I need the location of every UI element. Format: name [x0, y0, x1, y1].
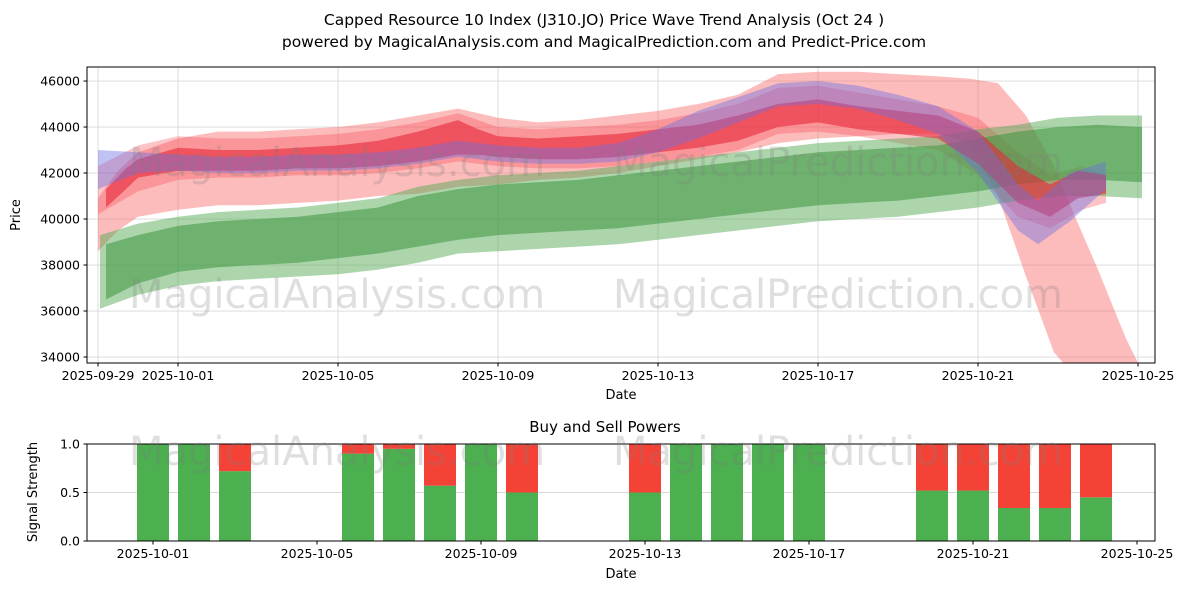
watermark-text: MagicalPrediction.com [613, 140, 1063, 186]
signal-xtick-label: 2025-10-25 [1101, 546, 1174, 561]
bar-buy-segment [1080, 497, 1112, 541]
bar-buy-segment [793, 444, 825, 541]
rendered-chart-layers: 34000 36000 38000 40000 42000 44000 46000 2025-… [40, 66, 1174, 562]
bar-buy-segment [711, 444, 743, 541]
price-xtick-label: 2025-10-25 [1102, 368, 1175, 383]
buy-sell-bars [137, 444, 1112, 541]
signal-xaxis-label: Date [605, 567, 636, 582]
watermark-text: MagicalPrediction.com [613, 272, 1063, 318]
bar-buy-segment [424, 485, 456, 541]
signal-ytick-label: 1.0 [60, 437, 80, 452]
bar-sell-segment [506, 444, 538, 493]
signal-xtick-label: 2025-10-17 [773, 546, 846, 561]
bar-sell-segment [957, 444, 989, 491]
bar-sell-segment [219, 444, 251, 472]
signal-xtick-label: 2025-10-01 [117, 546, 190, 561]
price-ytick-label: 44000 [40, 120, 80, 135]
price-xtick-label: 2025-10-21 [942, 368, 1015, 383]
bar-buy-segment [752, 444, 784, 541]
bar-buy-segment [957, 490, 989, 541]
bar-buy-segment [383, 448, 415, 541]
bar-sell-segment [424, 444, 456, 486]
bar-sell-segment [342, 444, 374, 454]
price-xtick-label: 2025-09-29 [62, 368, 135, 383]
bar-buy-segment [506, 492, 538, 541]
bar-buy-segment [629, 492, 661, 541]
price-xtick-label: 2025-10-01 [142, 368, 215, 383]
bar-buy-segment [998, 508, 1030, 541]
bar-buy-segment [670, 444, 702, 541]
price-chart-grid [87, 67, 1155, 363]
bar-buy-segment [219, 471, 251, 541]
price-axis-label: Price [9, 199, 24, 231]
bar-buy-segment [1039, 508, 1071, 541]
signal-chart-ticks: 0.0 0.5 1.0 2025-10-01 2025-10-05 2025-10-09 2… [60, 437, 1173, 562]
signal-ytick-label: 0.5 [60, 485, 80, 500]
signal-chart-title: Buy and Sell Powers [529, 418, 681, 436]
bar-sell-segment [629, 444, 661, 493]
price-ytick-label: 36000 [40, 304, 80, 319]
signal-xtick-label: 2025-10-09 [445, 546, 518, 561]
price-ytick-label: 40000 [40, 212, 80, 227]
figure-subtitle: powered by MagicalAnalysis.com and Magic… [282, 33, 926, 51]
watermark-text: MagicalAnalysis.com [129, 429, 545, 475]
bar-buy-segment [916, 490, 948, 541]
price-xaxis-label: Date [605, 388, 636, 403]
bar-sell-segment [1039, 444, 1071, 509]
bar-sell-segment [998, 444, 1030, 509]
price-chart-ticks: 34000 36000 38000 40000 42000 44000 46000 2025-… [40, 74, 1174, 383]
price-wave-bands [98, 71, 1142, 363]
watermark-text: MagicalAnalysis.com [129, 140, 545, 186]
figure-title: Capped Resource 10 Index (J310.JO) Price… [324, 11, 884, 29]
signal-xtick-label: 2025-10-21 [937, 546, 1010, 561]
watermarks: MagicalAnalysis.com MagicalPrediction.com… [129, 140, 1063, 475]
signal-ytick-label: 0.0 [60, 534, 80, 549]
signal-axis-label: Signal Strength [26, 442, 41, 542]
bar-sell-segment [383, 444, 415, 449]
price-ytick-label: 46000 [40, 74, 80, 89]
bar-buy-segment [137, 444, 169, 541]
watermark-text: MagicalAnalysis.com [129, 272, 545, 318]
price-plot-frame [86, 66, 1156, 364]
bar-buy-segment [178, 444, 210, 541]
price-xtick-label: 2025-10-13 [622, 368, 695, 383]
price-xtick-label: 2025-10-05 [302, 368, 375, 383]
price-ytick-label: 38000 [40, 258, 80, 273]
price-xtick-label: 2025-10-09 [462, 368, 535, 383]
bar-sell-segment [1080, 444, 1112, 498]
price-ytick-label: 42000 [40, 166, 80, 181]
band-trend-core-red [106, 99, 1106, 217]
bar-buy-segment [465, 444, 497, 541]
price-ytick-label: 34000 [40, 350, 80, 365]
bar-sell-segment [916, 444, 948, 491]
signal-xtick-label: 2025-10-13 [609, 546, 682, 561]
price-xtick-label: 2025-10-17 [782, 368, 855, 383]
signal-xtick-label: 2025-10-05 [281, 546, 354, 561]
bar-buy-segment [342, 453, 374, 541]
band-support-band-inner [106, 124, 1142, 300]
band-forecast-band-blue [98, 81, 1106, 245]
watermark-text: MagicalPrediction.com [613, 429, 1063, 475]
